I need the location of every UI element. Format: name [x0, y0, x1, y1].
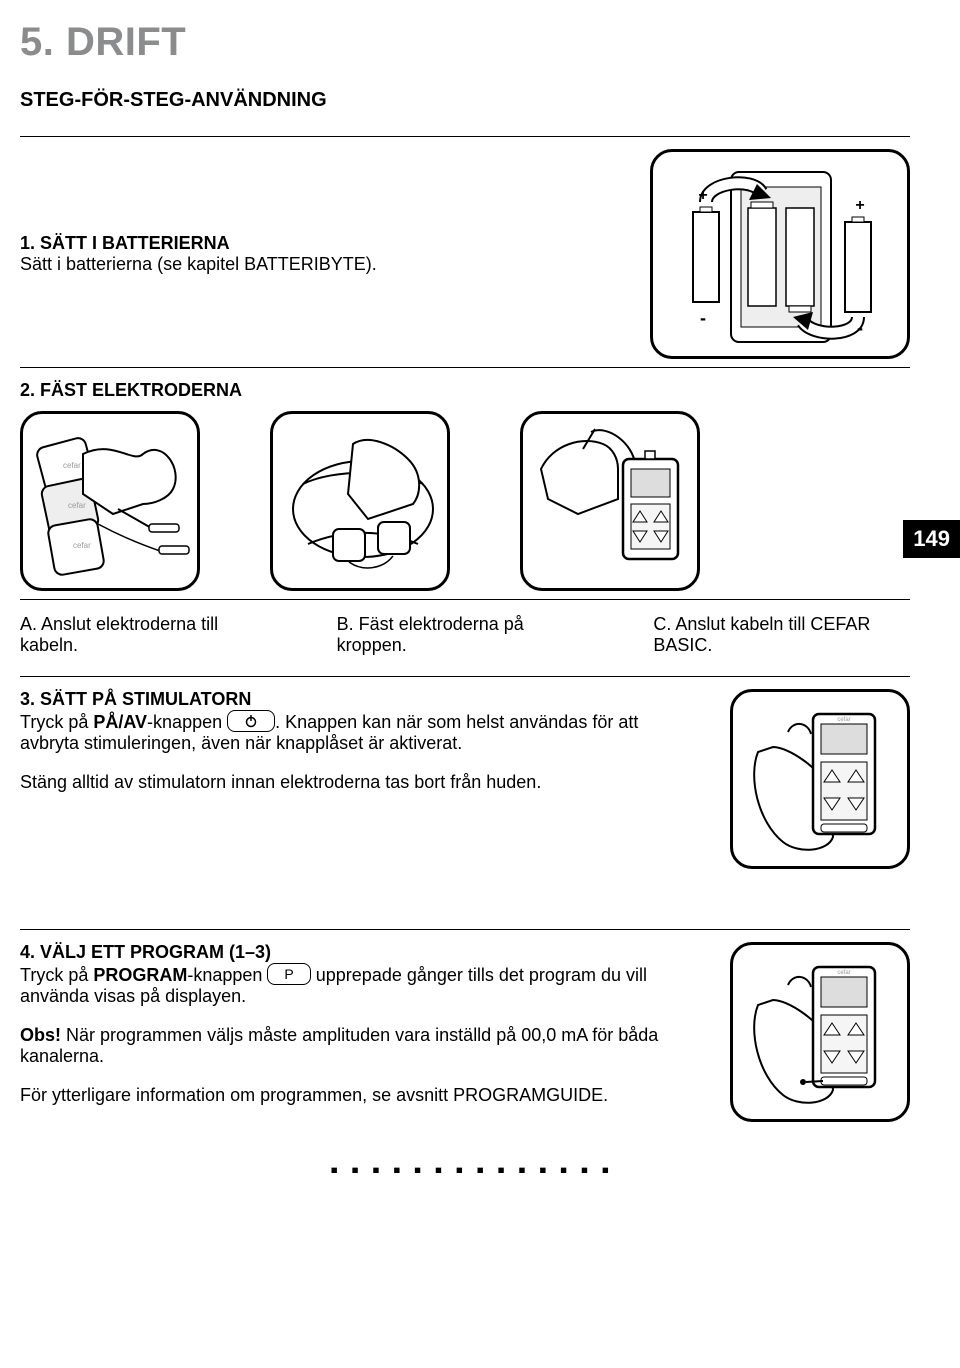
caption-a: A. Anslut elektroderna till kabeln. — [20, 614, 277, 656]
divider — [20, 367, 910, 368]
svg-text:cefar: cefar — [68, 501, 86, 510]
electrode-illustration-a: cefar cefar cefar — [20, 411, 200, 591]
battery-illustration: + - + - — [650, 149, 910, 359]
section-title-text: DRIFT — [66, 20, 186, 64]
caption-c: C. Anslut kabeln till CEFAR BASIC. — [653, 614, 910, 656]
svg-text:+: + — [698, 187, 707, 204]
svg-text:cefar: cefar — [73, 541, 91, 550]
step-4-obs: Obs! När programmen väljs måste amplitud… — [20, 1025, 700, 1067]
button-name-bold: PÅ/AV — [93, 712, 147, 732]
section-number: 5. — [20, 20, 54, 64]
electrode-illustration-c — [520, 411, 700, 591]
step-4-further: För ytterligare information om programme… — [20, 1085, 700, 1106]
step-3: 3. SÄTT PÅ STIMULATORN Tryck på PÅ/AV-kn… — [20, 689, 910, 869]
step-1-text: 1. SÄTT I BATTERIERNA Sätt i batterierna… — [20, 233, 650, 275]
step-2-heading: 2. FÄST ELEKTRODERNA — [20, 380, 910, 401]
footer-dots: ▪ ▪ ▪ ▪ ▪ ▪ ▪ ▪ ▪ ▪ ▪ ▪ ▪ ▪ — [330, 1162, 910, 1178]
power-button-icon — [227, 710, 275, 732]
text: -knappen — [187, 965, 267, 985]
svg-text:cefar: cefar — [837, 717, 850, 723]
divider — [20, 599, 910, 600]
text: Tryck på — [20, 712, 93, 732]
page-number: 149 — [903, 520, 960, 558]
step-2-captions: A. Anslut elektroderna till kabeln. B. F… — [20, 614, 910, 656]
svg-text:-: - — [857, 318, 863, 338]
step-2-illustrations: cefar cefar cefar — [20, 411, 910, 591]
step-1-heading: 1. SÄTT I BATTERIERNA — [20, 233, 630, 254]
svg-text:cefar: cefar — [837, 970, 850, 976]
divider — [20, 676, 910, 677]
step-1-body: Sätt i batterierna (se kapitel BATTERIBY… — [20, 254, 630, 275]
svg-text:+: + — [855, 197, 864, 214]
obs-text: När programmen väljs måste amplituden va… — [20, 1025, 658, 1066]
step-1: 1. SÄTT I BATTERIERNA Sätt i batterierna… — [20, 149, 910, 359]
svg-text:cefar: cefar — [63, 461, 81, 470]
text: Tryck på — [20, 965, 93, 985]
step-4: 4. VÄLJ ETT PROGRAM (1–3) Tryck på PROGR… — [20, 942, 910, 1122]
step-4-body: Tryck på PROGRAM-knappen P upprepade gån… — [20, 963, 700, 1007]
obs-label: Obs! — [20, 1025, 61, 1045]
step-4-heading: 4. VÄLJ ETT PROGRAM (1–3) — [20, 942, 700, 963]
step-3-heading: 3. SÄTT PÅ STIMULATORN — [20, 689, 700, 710]
program-button-icon: P — [267, 963, 310, 985]
section-title: 5. DRIFT — [20, 20, 910, 65]
divider — [20, 136, 910, 137]
caption-b: B. Fäst elektroderna på kroppen. — [337, 614, 594, 656]
text: -knappen — [147, 712, 227, 732]
stimulator-illustration: cefar — [730, 689, 910, 869]
electrode-illustration-b — [270, 411, 450, 591]
step-3-body: Tryck på PÅ/AV-knappen . Knappen kan när… — [20, 710, 700, 754]
divider — [20, 929, 910, 930]
svg-text:-: - — [700, 308, 706, 328]
button-name-bold: PROGRAM — [93, 965, 187, 985]
program-illustration: cefar — [730, 942, 910, 1122]
step-3-note: Stäng alltid av stimulatorn innan elektr… — [20, 772, 700, 793]
section-subtitle: STEG-FÖR-STEG-ANVÄNDNING — [20, 89, 910, 112]
